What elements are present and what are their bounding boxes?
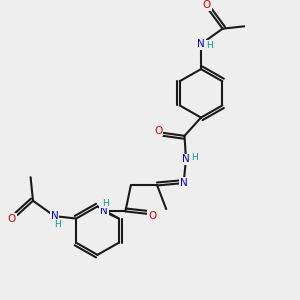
Text: O: O (148, 211, 157, 221)
Text: O: O (8, 214, 16, 224)
Text: O: O (154, 125, 162, 136)
Text: H: H (206, 41, 213, 50)
Text: H: H (191, 154, 198, 163)
Text: H: H (54, 220, 61, 229)
Text: N: N (180, 178, 188, 188)
Text: N: N (182, 154, 190, 164)
Text: N: N (100, 206, 108, 216)
Text: N: N (51, 211, 58, 221)
Text: H: H (102, 199, 109, 208)
Text: O: O (202, 0, 211, 10)
Text: N: N (197, 39, 205, 49)
